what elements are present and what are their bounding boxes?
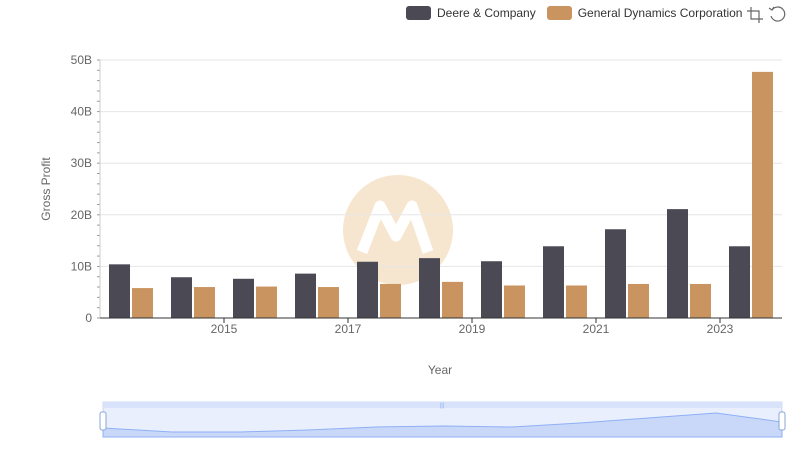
chart-legend: Deere & Company General Dynamics Corpora… (406, 4, 753, 22)
x-tick-label: 2023 (707, 322, 734, 336)
x-tick-label: 2019 (459, 322, 486, 336)
bar-general-dynamics[interactable] (752, 71, 773, 318)
bar-deere[interactable] (109, 264, 130, 318)
y-tick-label: 30B (71, 156, 92, 170)
bars (109, 71, 773, 318)
bar-deere[interactable] (295, 273, 316, 318)
y-tick-label: 0 (85, 311, 92, 325)
bar-deere[interactable] (729, 246, 750, 318)
y-axis-title: Gross Profit (39, 157, 53, 221)
axes: 0 10B 20B 30B 40B 50B 2015 2017 2019 2021 2023 (71, 53, 782, 336)
bar-deere[interactable] (481, 261, 502, 318)
zoom-icon[interactable] (746, 6, 764, 24)
bar-general-dynamics[interactable] (256, 286, 277, 318)
y-tick-label: 50B (71, 53, 92, 67)
bar-deere[interactable] (667, 209, 688, 318)
x-tick-label: 2021 (583, 322, 610, 336)
legend-swatch-general-dynamics (546, 6, 572, 20)
slider-handle-left[interactable] (99, 411, 107, 431)
bar-general-dynamics[interactable] (504, 285, 525, 318)
bar-general-dynamics[interactable] (380, 283, 401, 318)
y-tick-label: 20B (71, 208, 92, 222)
data-zoom-slider[interactable]: ||| (99, 401, 786, 438)
grid-lines (100, 59, 782, 267)
slider-top-bar[interactable] (103, 402, 782, 408)
x-tick-label: 2015 (211, 322, 238, 336)
x-tick-label: 2017 (335, 322, 362, 336)
bar-deere[interactable] (605, 229, 626, 318)
bar-deere[interactable] (233, 278, 254, 318)
watermark-logo (343, 175, 453, 285)
bar-general-dynamics[interactable] (194, 287, 215, 318)
bar-general-dynamics[interactable] (690, 283, 711, 318)
bar-deere[interactable] (419, 258, 440, 318)
legend-label-general-dynamics: General Dynamics Corporation (577, 6, 743, 20)
bar-general-dynamics[interactable] (566, 285, 587, 318)
legend-item-general-dynamics[interactable]: General Dynamics Corporation (546, 6, 743, 20)
bar-general-dynamics[interactable] (442, 281, 463, 318)
legend-swatch-deere (406, 6, 431, 20)
bar-general-dynamics[interactable] (132, 288, 153, 318)
y-tick-label: 10B (71, 259, 92, 273)
bar-deere[interactable] (543, 246, 564, 318)
legend-item-deere[interactable]: Deere & Company (406, 6, 536, 20)
y-tick-label: 40B (71, 105, 92, 119)
restore-icon[interactable] (768, 6, 786, 24)
bar-general-dynamics[interactable] (318, 287, 339, 318)
bar-general-dynamics[interactable] (628, 283, 649, 318)
bar-deere[interactable] (357, 261, 378, 318)
slider-handle-right[interactable] (778, 411, 786, 431)
chart-toolbox (746, 6, 790, 24)
x-axis-title: Year (428, 363, 452, 377)
legend-label-deere: Deere & Company (437, 6, 536, 20)
slider-preview-area (102, 412, 783, 438)
bar-deere[interactable] (171, 277, 192, 318)
slider-grip-icon[interactable]: ||| (440, 403, 445, 409)
